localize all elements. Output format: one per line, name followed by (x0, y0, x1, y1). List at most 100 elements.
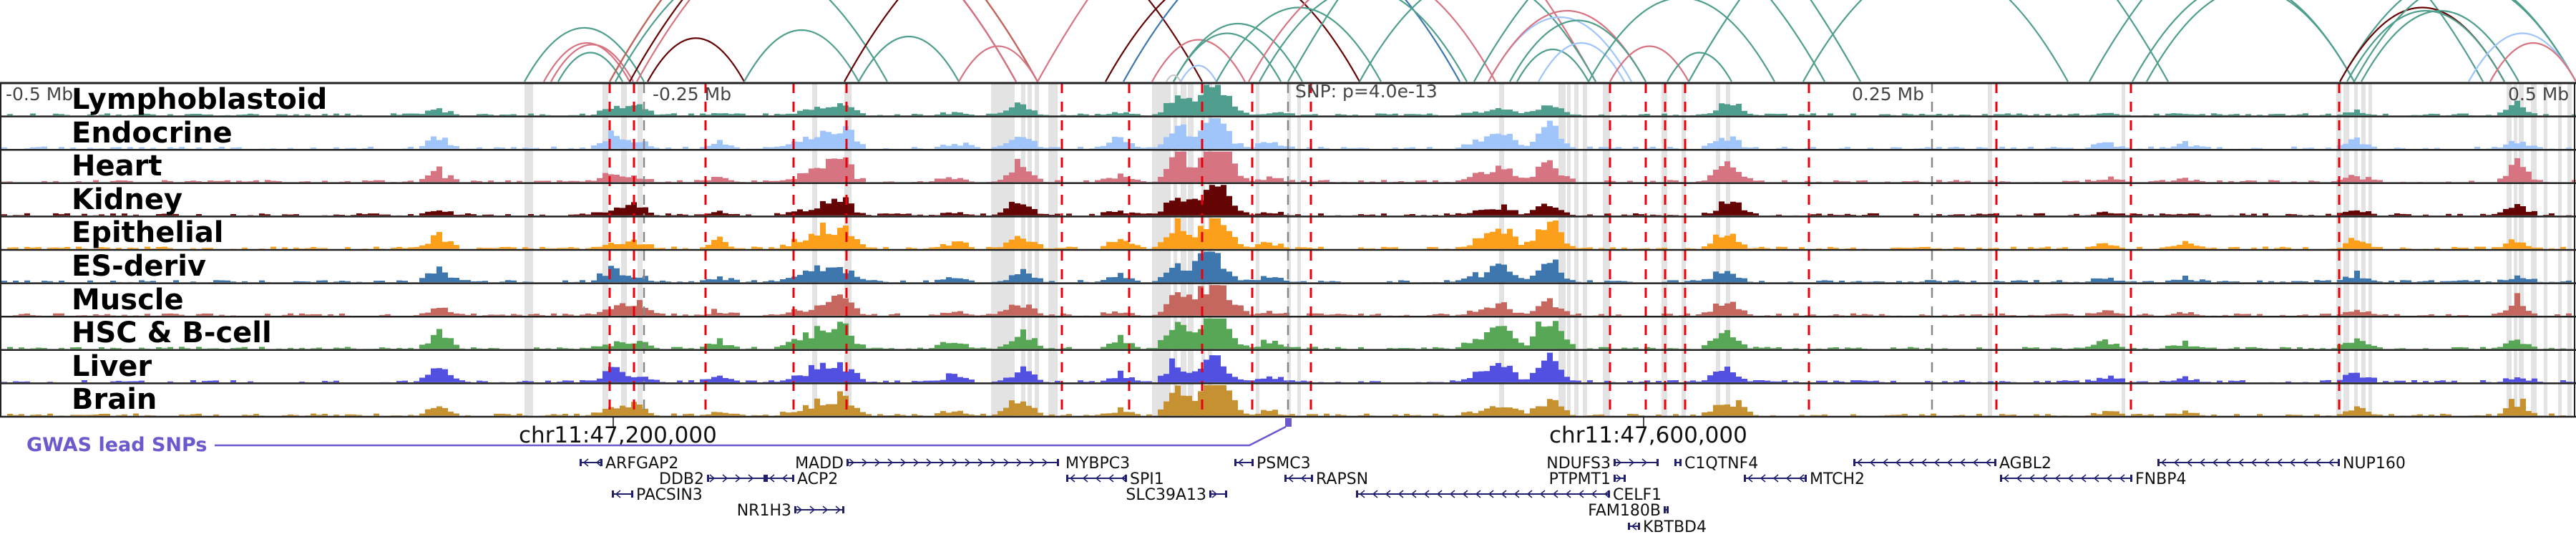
interaction-arc (629, 0, 1017, 82)
gene-label: PSMC3 (1257, 455, 1311, 473)
exon-mark (1667, 506, 1669, 513)
gene-ndufs3: NDUFS3 (1546, 455, 1659, 473)
gene-label: NDUFS3 (1546, 455, 1611, 473)
strand-arrow-icon (1449, 490, 1455, 498)
gene-label: C1QTNF4 (1684, 455, 1758, 473)
strand-arrow-icon (939, 458, 945, 467)
strand-arrow-icon (1475, 490, 1481, 498)
interaction-arc (1173, 22, 1303, 82)
interaction-arc (2146, 0, 2355, 82)
strand-arrow-icon (2238, 458, 2244, 467)
gwas-snp-marker[interactable] (1285, 418, 1292, 427)
strand-arrow-icon (2003, 474, 2009, 483)
axis-tick-minus-0-5-mb: -0.5 Mb (6, 84, 73, 105)
gene-mybpc3: MYBPC3 (1065, 455, 1130, 473)
interaction-arc (1180, 64, 1217, 82)
strand-arrow-icon (887, 458, 894, 467)
strand-arrow-icon (1760, 474, 1766, 483)
interaction-arc (524, 27, 645, 82)
strand-arrow-icon (1856, 458, 1863, 467)
exon-mark (1853, 459, 1855, 466)
strand-arrow-icon (913, 458, 919, 467)
track-frames (0, 82, 2576, 418)
gene-label: ACP2 (797, 470, 838, 488)
gene-label: FAM180B (1588, 502, 1661, 520)
strand-arrow-icon (1882, 458, 1888, 467)
strand-arrow-icon (1300, 474, 1307, 483)
strand-arrow-icon (1895, 458, 1901, 467)
exon-mark (1066, 475, 1068, 482)
gene-acp2: ACP2 (766, 470, 838, 488)
gene-ddb2: DDB2 (659, 470, 766, 488)
exon-mark (1638, 523, 1640, 530)
exon-mark (1234, 459, 1236, 466)
strand-arrow-icon (2250, 458, 2257, 467)
interaction-arc (2353, 0, 2576, 82)
strand-arrow-icon (722, 474, 728, 483)
strand-arrow-icon (2080, 474, 2087, 483)
interaction-arc (743, 29, 859, 82)
exon-mark (600, 459, 602, 466)
track-label-endocrine: Endocrine (72, 117, 233, 150)
strand-arrow-icon (2067, 474, 2074, 483)
gene-celf1: CELF1 (1356, 486, 1662, 504)
exon-mark (2157, 459, 2160, 466)
snp-pvalue-label: SNP: p=4.0e-13 (1295, 81, 1438, 102)
gene-label: PTPMT1 (1549, 470, 1611, 488)
strand-arrow-icon (1641, 458, 1648, 467)
gene-spi1: SPI1 (1066, 470, 1164, 488)
signal-muscle (1, 285, 2576, 316)
strand-arrow-icon (2302, 458, 2308, 467)
gene-fam180b: FAM180B (1588, 502, 1669, 520)
strand-arrow-icon (2119, 474, 2125, 483)
interaction-arc (1105, 0, 1360, 82)
exon-mark (847, 459, 849, 466)
exon-mark (794, 506, 796, 513)
strand-arrow-icon (1287, 474, 1294, 483)
interaction-arc (1538, 42, 1625, 82)
strand-arrow-icon (1565, 490, 1571, 498)
strand-arrow-icon (1410, 490, 1417, 498)
interaction-arc (1151, 39, 1246, 82)
gene-label: NR1H3 (737, 502, 791, 520)
gene-label: RAPSN (1316, 470, 1368, 488)
strand-arrow-icon (1798, 474, 1805, 483)
coord-label-47200000: chr11:47,200,000 (519, 422, 717, 448)
interaction-arc (647, 37, 745, 82)
strand-arrow-icon (2173, 458, 2180, 467)
exon-mark (1679, 459, 1682, 466)
track-label-hsc-b-cell: HSC & B-cell (72, 316, 272, 349)
exon-mark (707, 475, 709, 482)
exon-mark (2000, 475, 2002, 482)
interaction-arc (844, 0, 1203, 82)
strand-arrow-icon (2263, 458, 2270, 467)
exon-mark (1284, 475, 1287, 482)
axis-tick-0-25-mb: 0.25 Mb (1852, 84, 1924, 105)
exon-mark (1664, 506, 1666, 513)
gene-nup160: NUP160 (2157, 455, 2406, 473)
strand-arrow-icon (709, 474, 716, 483)
strand-arrow-icon (900, 458, 907, 467)
gene-label: NUP160 (2343, 455, 2406, 473)
exon-mark (631, 490, 633, 498)
interaction-arc (543, 42, 630, 82)
strand-arrow-icon (835, 505, 841, 514)
strand-arrow-icon (1616, 474, 1622, 483)
strand-arrow-icon (1785, 474, 1792, 483)
interaction-arc (858, 35, 960, 82)
strand-arrow-icon (1359, 490, 1365, 498)
strand-arrow-icon (1921, 458, 1927, 467)
gene-label: AGBL2 (1999, 455, 2051, 473)
strand-arrow-icon (990, 458, 997, 467)
strand-arrow-icon (2186, 458, 2192, 467)
interaction-arc (1123, 0, 1460, 82)
strand-arrow-icon (1423, 490, 1430, 498)
strand-arrow-icon (1616, 458, 1622, 467)
interaction-arc (1216, 6, 1382, 82)
interaction-arcs (524, 0, 2576, 82)
track-label-liver: Liver (72, 350, 152, 383)
strand-arrow-icon (1436, 490, 1443, 498)
strand-arrow-icon (2041, 474, 2048, 483)
gene-c1qtnf4: C1QTNF4 (1674, 455, 1758, 473)
